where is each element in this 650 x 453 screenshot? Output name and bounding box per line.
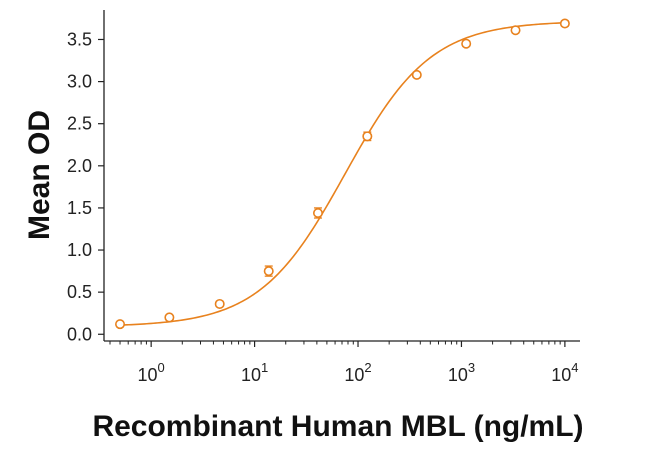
data-point <box>115 319 126 330</box>
plot-area: 0.00.51.01.52.02.53.03.5 100 101 102 103 104 <box>67 10 580 385</box>
point-marker <box>411 69 422 80</box>
x-tick-exponent: 4 <box>571 360 578 375</box>
y-tick-label: 2.5 <box>67 114 92 134</box>
x-tick-label: 100 <box>138 360 165 385</box>
point-marker <box>164 312 175 323</box>
data-point <box>362 131 373 142</box>
x-tick-base: 10 <box>344 365 364 385</box>
data-points <box>115 18 570 330</box>
y-tick-label: 3.0 <box>67 72 92 92</box>
y-tick-label: 3.5 <box>67 29 92 49</box>
point-marker <box>461 38 472 49</box>
x-tick-exponent: 1 <box>261 360 268 375</box>
x-tick-exponent: 0 <box>158 360 165 375</box>
y-axis-ticks: 0.0 0.5 1.0 1.5 2.0 2.5 3.0 3.5 <box>67 29 104 344</box>
data-point <box>411 69 422 80</box>
data-point <box>263 265 274 277</box>
x-tick-label: 104 <box>551 360 578 385</box>
x-axis-title: Recombinant Human MBL (ng/mL) <box>92 410 583 443</box>
y-tick-label: 0.0 <box>67 324 92 344</box>
x-tick-label: 101 <box>241 360 268 385</box>
x-tick-exponent: 3 <box>468 360 475 375</box>
data-point <box>461 38 472 49</box>
data-point <box>559 18 570 29</box>
y-tick-label: 1.5 <box>67 198 92 218</box>
point-marker <box>559 18 570 29</box>
data-point <box>312 207 323 219</box>
point-marker <box>115 319 126 330</box>
x-tick-label: 102 <box>344 360 371 385</box>
y-tick-label: 2.0 <box>67 156 92 176</box>
x-tick-base: 10 <box>138 365 158 385</box>
y-tick-label: 1.0 <box>67 240 92 260</box>
x-tick-label: 103 <box>448 360 475 385</box>
point-marker <box>362 131 373 142</box>
data-point <box>164 312 175 323</box>
y-tick-label: 0.5 <box>67 282 92 302</box>
fit-curve <box>119 21 565 326</box>
x-tick-exponent: 2 <box>364 360 371 375</box>
point-marker <box>312 207 323 218</box>
point-marker <box>214 298 225 309</box>
point-marker <box>510 25 521 36</box>
point-marker <box>263 266 274 277</box>
x-tick-base: 10 <box>551 365 571 385</box>
y-axis-title: Mean OD <box>23 110 56 240</box>
data-point <box>510 25 521 36</box>
x-axis-ticks: 100 101 102 103 104 <box>109 341 579 385</box>
x-tick-base: 10 <box>448 365 468 385</box>
x-tick-base: 10 <box>241 365 261 385</box>
data-point <box>214 298 225 309</box>
